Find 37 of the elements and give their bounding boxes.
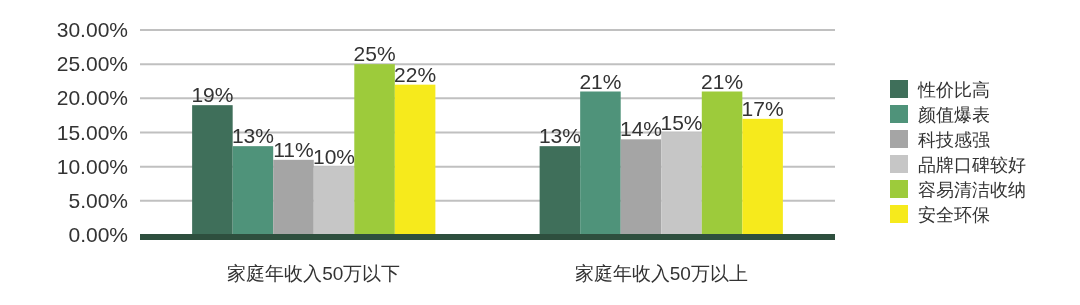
bar [620,139,662,235]
bar [539,146,581,235]
data-label: 13% [231,124,274,148]
y-tick-label: 0.00% [68,223,128,246]
y-tick-label: 10.00% [56,154,128,178]
data-label: 22% [394,62,437,86]
data-label: 25% [353,42,396,66]
legend-label: 安全环保 [918,205,990,225]
data-label: 17% [741,96,784,120]
bar [232,146,274,235]
bar [701,91,743,235]
y-tick-label: 30.00% [56,18,128,41]
y-tick-label: 20.00% [56,86,128,110]
y-tick-label: 5.00% [68,188,128,212]
data-label: 10% [313,144,356,168]
y-tick-label: 15.00% [56,120,128,144]
legend-label: 性价比高 [917,80,990,100]
x-tick-label: 家庭年收入50万以上 [574,263,748,284]
bar [354,64,395,235]
bar [273,159,314,235]
bar [192,105,233,235]
legend-label: 容易清洁收纳 [918,180,1026,200]
data-label: 19% [191,83,234,107]
data-label: 13% [538,124,581,148]
data-label: 15% [660,110,703,134]
bar [580,91,621,235]
bar [742,118,783,235]
data-label: 21% [701,69,744,93]
legend-label: 品牌口碑较好 [918,155,1026,175]
data-label: 14% [619,117,662,141]
bar [394,84,436,235]
y-tick-label: 25.00% [56,52,128,76]
legend-label: 科技感强 [918,130,990,150]
data-label: 21% [579,69,622,93]
legend-label: 颜值爆表 [918,105,990,125]
x-tick-label: 家庭年收入50万以下 [227,263,401,284]
data-label: 11% [273,137,314,161]
